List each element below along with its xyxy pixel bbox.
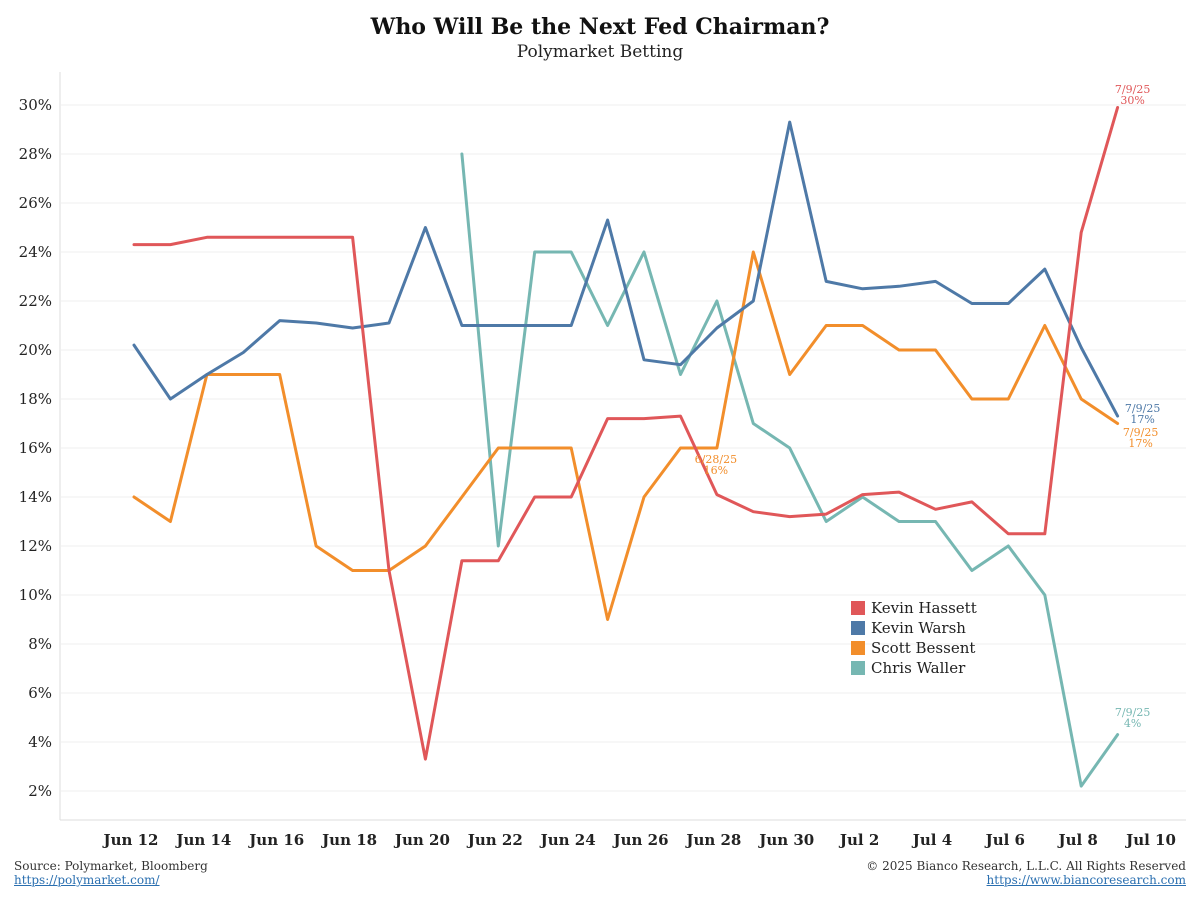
legend-label: Kevin Hassett — [871, 599, 977, 617]
y-tick-label: 16% — [19, 439, 52, 457]
legend-swatch — [851, 621, 865, 635]
legend-item: Chris Waller — [851, 658, 977, 678]
x-tick-label: Jun 24 — [539, 831, 596, 849]
legend-item: Kevin Warsh — [851, 618, 977, 638]
series-line-kevin-warsh — [132, 120, 1120, 418]
legend-label: Kevin Warsh — [871, 619, 966, 637]
x-tick-label: Jun 20 — [393, 831, 450, 849]
y-tick-label: 12% — [19, 537, 52, 555]
y-tick-label: 24% — [19, 243, 52, 261]
x-tick-label: Jun 22 — [466, 831, 523, 849]
x-tick-label: Jul 10 — [1124, 831, 1176, 849]
annotation-date: 7/9/25 — [1115, 83, 1150, 96]
y-tick-label: 22% — [19, 292, 52, 310]
legend-swatch — [851, 641, 865, 655]
legend-label: Scott Bessent — [871, 639, 976, 657]
legend: Kevin Hassett Kevin Warsh Scott Bessent Chr… — [851, 598, 977, 678]
x-tick-label: Jul 4 — [911, 831, 952, 849]
source-text: Source: Polymarket, Bloomberg — [14, 859, 208, 873]
legend-swatch — [851, 661, 865, 675]
annotation-value: 17% — [1130, 413, 1154, 426]
y-tick-label: 10% — [19, 586, 52, 604]
annotation-date: 7/9/25 — [1115, 706, 1150, 719]
y-tick-label: 30% — [19, 96, 52, 114]
x-tick-label: Jun 12 — [101, 831, 158, 849]
annotation-date: 7/9/25 — [1125, 402, 1160, 415]
footer-source: Source: Polymarket, Bloomberg https://po… — [14, 859, 208, 887]
chart-title: Who Will Be the Next Fed Chairman? — [370, 14, 830, 40]
gridlines — [59, 72, 1186, 821]
annotation-value: 17% — [1128, 437, 1152, 450]
x-tick-label: Jun 30 — [757, 831, 814, 849]
y-tick-label: 18% — [19, 390, 52, 408]
y-tick-label: 2% — [28, 782, 52, 800]
series-line-chris-waller — [460, 152, 1120, 788]
y-tick-label: 26% — [19, 194, 52, 212]
footer-copyright: © 2025 Bianco Research, L.L.C. All Right… — [866, 859, 1186, 887]
series-line-scott-bessent — [132, 250, 1120, 621]
x-tick-label: Jun 16 — [247, 831, 304, 849]
x-tick-label: Jul 8 — [1056, 831, 1097, 849]
annotation-date: 6/28/25 — [695, 453, 737, 466]
y-tick-label: 4% — [28, 733, 52, 751]
y-axis-ticks: 2% 4% 6% 8% 10% 12% 14% 16% 18% 20% 22% 24% 26% 28% 30… — [19, 96, 52, 800]
series-line-kevin-hassett — [132, 106, 1120, 761]
copyright-text: © 2025 Bianco Research, L.L.C. All Right… — [866, 859, 1186, 873]
chart-subtitle: Polymarket Betting — [516, 42, 684, 62]
x-tick-label: Jun 26 — [612, 831, 669, 849]
x-tick-label: Jun 14 — [174, 831, 231, 849]
annotation-value: 30% — [1120, 94, 1144, 107]
y-tick-label: 28% — [19, 145, 52, 163]
y-tick-label: 8% — [28, 635, 52, 653]
y-tick-label: 6% — [28, 684, 52, 702]
x-tick-label: Jun 28 — [684, 831, 741, 849]
x-axis-ticks: Jun 12 Jun 14 Jun 16 Jun 18 Jun 20 Jun 22 Jun … — [101, 831, 1175, 849]
legend-item: Kevin Hassett — [851, 598, 977, 618]
annotation-value: 4% — [1124, 717, 1141, 730]
x-tick-label: Jul 6 — [984, 831, 1025, 849]
source-link[interactable]: https://polymarket.com/ — [14, 873, 160, 887]
legend-swatch — [851, 601, 865, 615]
annotation-date: 7/9/25 — [1123, 426, 1158, 439]
x-tick-label: Jun 18 — [320, 831, 377, 849]
copyright-link[interactable]: https://www.biancoresearch.com — [986, 873, 1186, 887]
x-tick-label: Jul 2 — [838, 831, 879, 849]
annotation-value: 16% — [704, 464, 728, 477]
legend-label: Chris Waller — [871, 659, 966, 677]
y-tick-label: 20% — [19, 341, 52, 359]
annotations: 7/9/2530%7/9/2517%7/9/2517%6/28/2516%7/9… — [695, 83, 1161, 730]
y-tick-label: 14% — [19, 488, 52, 506]
legend-item: Scott Bessent — [851, 638, 977, 658]
series-lines — [132, 106, 1120, 788]
